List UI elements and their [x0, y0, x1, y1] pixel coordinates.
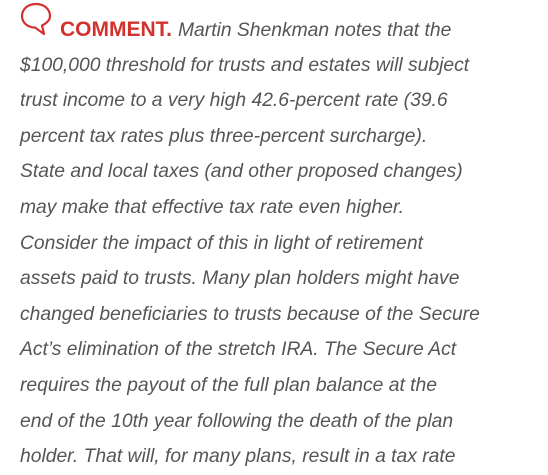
text-line: may make that effective tax rate even hi…: [20, 196, 405, 218]
comment-icon: [20, 2, 52, 36]
text-line: $100,000 threshold for trusts and estate…: [20, 54, 470, 76]
text-line: requires the payout of the full plan bal…: [20, 374, 437, 396]
comment-label: COMMENT.: [60, 18, 172, 41]
text-span: Martin Shenkman notes that the: [178, 20, 452, 41]
text-line: Consider the impact of this in light of …: [20, 232, 423, 254]
comment-text: COMMENT. Martin Shenkman notes that the $…: [20, 12, 548, 475]
text-line: end of the 10th year following the death…: [20, 410, 454, 432]
text-line: COMMENT. Martin Shenkman notes that the: [20, 12, 548, 48]
text-line: holder. That will, for many plans, resul…: [20, 446, 456, 468]
text-line: Act’s elimination of the stretch IRA. Th…: [20, 339, 457, 361]
text-line: percent tax rates plus three-percent sur…: [20, 125, 428, 147]
text-line: changed beneficiaries to trusts because …: [20, 303, 480, 325]
text-line: assets paid to trusts. Many plan holders…: [20, 268, 460, 290]
text-line: State and local taxes (and other propose…: [20, 161, 463, 183]
text-line: trust income to a very high 42.6-percent…: [20, 90, 448, 112]
